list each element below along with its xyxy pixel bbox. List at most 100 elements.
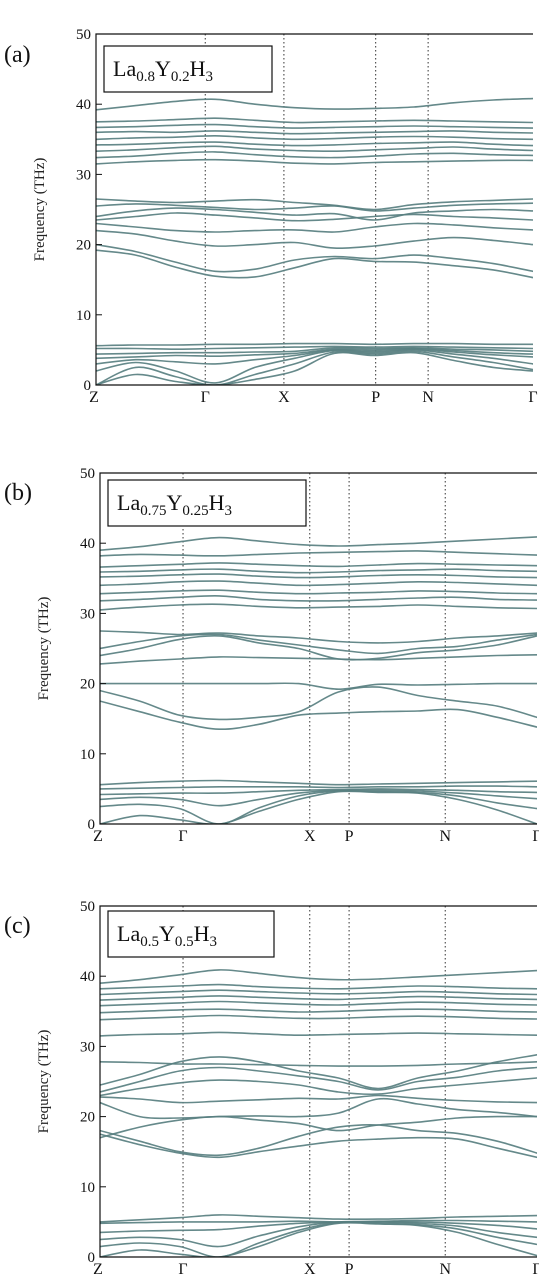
- compound-box: [103, 45, 273, 93]
- phonon-band-14: [100, 1054, 537, 1090]
- phonon-band-15: [100, 595, 537, 602]
- phonon-band-20: [96, 141, 533, 147]
- y-tick-label: 50: [76, 27, 91, 43]
- phonon-band-21: [100, 989, 537, 996]
- kpoint-label-Γ: Γ: [178, 828, 187, 845]
- phonon-band-10: [100, 1097, 537, 1120]
- phonon-band-19: [96, 145, 533, 153]
- phonon-band-9: [96, 249, 533, 279]
- y-tick-label: 10: [80, 1180, 95, 1196]
- kpoint-label-Γ: Γ: [532, 828, 539, 845]
- phonon-band-11: [96, 229, 533, 250]
- kpoint-label-Z: Z: [89, 389, 99, 406]
- y-axis-label: Frequency (THz): [32, 158, 48, 262]
- phonon-band-13: [96, 212, 533, 222]
- phonon-band-19: [100, 1000, 537, 1007]
- phonon-band-6: [100, 1214, 537, 1223]
- phonon-band-14: [100, 603, 537, 611]
- phonon-band-10: [96, 243, 533, 273]
- phonon-band-7: [100, 700, 537, 731]
- kpoint-label-N: N: [422, 389, 434, 406]
- y-tick-label: 40: [80, 969, 95, 985]
- y-tick-label: 10: [80, 747, 95, 763]
- plot-frame: [95, 33, 533, 386]
- kpoint-label-N: N: [439, 828, 451, 845]
- phonon-band-17: [96, 158, 533, 165]
- plot-frame: [99, 905, 537, 1258]
- phonon-band-21: [96, 134, 533, 141]
- y-tick-label: 40: [80, 536, 95, 552]
- y-tick-label: 50: [80, 899, 95, 915]
- y-tick-label: 30: [80, 606, 95, 622]
- phonon-band-12: [100, 633, 537, 655]
- phonon-band-22: [100, 983, 537, 990]
- phonon-band-18: [96, 151, 533, 159]
- phonon-band-16: [96, 198, 533, 211]
- kpoint-label-Γ: Γ: [201, 389, 210, 406]
- phonon-band-14: [96, 207, 533, 221]
- phonon-band-17: [100, 1014, 537, 1021]
- phonon-band-18: [100, 573, 537, 579]
- band-lines: [100, 969, 537, 1257]
- y-axis-label: Frequency (THz): [36, 597, 52, 701]
- kpoint-label-P: P: [345, 828, 354, 845]
- phonon-band-7: [96, 345, 533, 350]
- panel-label: (c): [4, 913, 31, 939]
- plot-frame: [99, 472, 537, 825]
- panel-label: (a): [4, 42, 31, 68]
- y-tick-label: 50: [80, 466, 95, 482]
- compound-formula: La0.8Y0.2H3: [113, 56, 213, 85]
- panel-b: 0 10 20 30 40 50 Frequency (THz) Z Γ X P N Γ (b) La0.7…: [4, 466, 539, 845]
- phonon-band-19: [100, 568, 537, 574]
- y-tick-label: 0: [88, 817, 96, 833]
- kpoint-label-Γ: Γ: [528, 389, 537, 406]
- band-lines: [100, 536, 537, 824]
- phonon-band-16: [100, 589, 537, 595]
- phonon-band-17: [100, 580, 537, 587]
- panel-c: 0 10 20 30 40 50 Frequency (THz) Z Γ X P N Γ (c) La0.5…: [4, 899, 539, 1278]
- phonon-band-1: [96, 351, 533, 385]
- kpoint-label-Z: Z: [93, 828, 103, 845]
- kpoint-label-X: X: [304, 1261, 316, 1278]
- phonon-band-2: [100, 1221, 537, 1257]
- compound-formula: La0.75Y0.25H3: [117, 490, 232, 519]
- phonon-band-5: [100, 785, 537, 790]
- phonon-band-23: [100, 969, 537, 984]
- phonon-band-21: [100, 550, 537, 557]
- kpoint-label-Z: Z: [93, 1261, 103, 1278]
- phonon-band-18: [100, 1008, 537, 1014]
- phonon-band-15: [96, 202, 533, 212]
- phonon-band-13: [100, 630, 537, 644]
- phonon-band-8: [100, 686, 537, 721]
- phonon-band-22: [96, 130, 533, 135]
- phonon-band-11: [100, 1094, 537, 1104]
- phonon-band-5: [100, 1219, 537, 1225]
- phonon-band-6: [100, 779, 537, 786]
- phonon-band-24: [96, 117, 533, 124]
- y-tick-label: 30: [76, 167, 91, 183]
- phonon-band-6: [96, 346, 533, 355]
- phonon-band-3: [100, 789, 537, 807]
- kpoint-label-Γ: Γ: [532, 1261, 539, 1278]
- panel-label: (b): [4, 480, 32, 506]
- y-tick-label: 0: [88, 1250, 96, 1266]
- phonon-band-15: [100, 1061, 537, 1067]
- kpoint-label-Γ: Γ: [178, 1261, 187, 1278]
- phonon-band-10: [100, 654, 537, 665]
- y-tick-label: 20: [80, 1110, 95, 1126]
- phonon-band-20: [100, 995, 537, 1001]
- kpoint-label-X: X: [278, 389, 290, 406]
- phonon-band-3: [100, 1220, 537, 1248]
- compound-box: [107, 479, 307, 527]
- phonon-band-16: [100, 1031, 537, 1037]
- kpoint-label-X: X: [304, 828, 316, 845]
- y-tick-label: 20: [80, 677, 95, 693]
- y-tick-label: 10: [76, 308, 91, 324]
- phonon-band-8: [96, 342, 533, 347]
- kpoint-label-N: N: [439, 1261, 451, 1278]
- phonon-band-5: [96, 347, 533, 360]
- panel-a: 0 10 20 30 40 50 Frequency (THz) Z Γ X P N Γ (a) La0.8…: [4, 27, 538, 406]
- phonon-band-20: [100, 562, 537, 568]
- phonon-band-7: [100, 1133, 537, 1159]
